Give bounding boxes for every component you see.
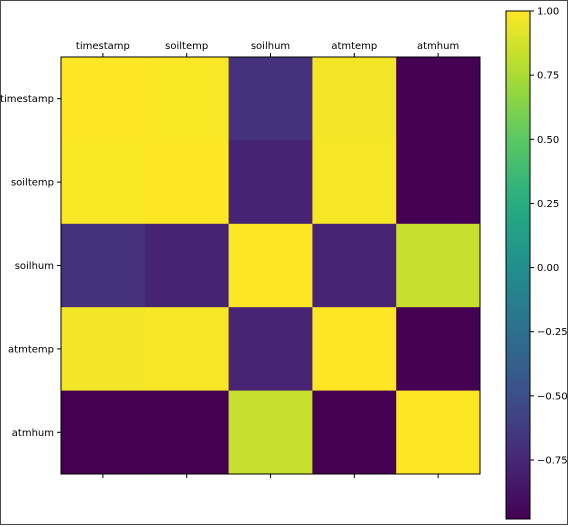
y-axis-ticks: timestamp soiltemp soilhum atmtemp atmhum xyxy=(0,94,61,439)
heatmap-cell-atmhum-soiltemp xyxy=(144,390,230,475)
heatmap-cell-soilhum-atmtemp xyxy=(312,223,397,308)
colorbar-tick-label: 0.50 xyxy=(537,135,559,146)
y-tick-label: atmtemp xyxy=(8,344,54,355)
heatmap-cell-soiltemp-soiltemp xyxy=(144,140,230,225)
heatmap-cell-soilhum-atmhum xyxy=(396,223,481,308)
colorbar-ticks: 1.00 0.75 0.50 0.25 0.00 −0.25 −0.50 −0.75 xyxy=(530,7,568,466)
heatmap-cell-soilhum-soilhum xyxy=(228,223,313,308)
heatmap-cell-soiltemp-atmhum xyxy=(396,140,481,225)
heatmap-cell-soiltemp-atmtemp xyxy=(312,140,397,225)
x-tick-label: soiltemp xyxy=(165,41,208,52)
y-tick-label: soiltemp xyxy=(11,178,54,189)
x-tick-label: atmtemp xyxy=(331,41,377,52)
colorbar xyxy=(505,10,531,520)
heatmap-cell-atmtemp-atmhum xyxy=(396,307,481,392)
heatmap-cell-timestamp-soiltemp xyxy=(144,57,230,141)
heatmap-cell-soilhum-timestamp xyxy=(61,223,146,308)
heatmap-cell-soiltemp-soilhum xyxy=(228,140,313,225)
heatmap-cell-soilhum-soiltemp xyxy=(144,223,230,308)
x-tick-label: soilhum xyxy=(251,41,290,52)
heatmap-cell-timestamp-soilhum xyxy=(228,57,313,141)
colorbar-tick-label: −0.50 xyxy=(537,391,568,402)
heatmap-cell-atmtemp-soiltemp xyxy=(144,307,230,392)
heatmap-cell-atmhum-atmtemp xyxy=(312,390,397,475)
x-axis-ticks: timestamp soiltemp soilhum atmtemp atmhum xyxy=(76,41,459,57)
heatmap-cell-atmtemp-atmtemp xyxy=(312,307,397,392)
heatmap-cells xyxy=(61,57,481,475)
heatmap-cell-timestamp-atmtemp xyxy=(312,57,397,141)
heatmap-cell-atmtemp-soilhum xyxy=(228,307,313,392)
colorbar-tick-label: 0.00 xyxy=(537,263,559,274)
colorbar-tick-label: −0.25 xyxy=(537,327,568,338)
colorbar-tick-label: 0.25 xyxy=(537,199,559,210)
bottom-tick-marks xyxy=(102,474,439,478)
heatmap-cell-timestamp-atmhum xyxy=(396,57,481,141)
heatmap-cell-timestamp-timestamp xyxy=(61,57,146,141)
heatmap-cell-soiltemp-timestamp xyxy=(61,140,146,225)
x-tick-label: atmhum xyxy=(417,41,459,52)
colorbar-tick-label: 0.75 xyxy=(537,71,559,82)
y-tick-label: atmhum xyxy=(12,428,54,439)
y-tick-label: soilhum xyxy=(15,261,54,272)
heatmap-cell-atmhum-atmhum xyxy=(396,390,481,475)
y-tick-label: timestamp xyxy=(0,94,54,105)
colorbar-tick-label: 1.00 xyxy=(537,7,559,18)
heatmap-cell-atmhum-timestamp xyxy=(61,390,146,475)
heatmap-cell-atmhum-soilhum xyxy=(228,390,313,475)
heatmap-cell-atmtemp-timestamp xyxy=(61,307,146,392)
colorbar-tick-label: −0.75 xyxy=(537,455,568,466)
x-tick-label: timestamp xyxy=(76,41,130,52)
